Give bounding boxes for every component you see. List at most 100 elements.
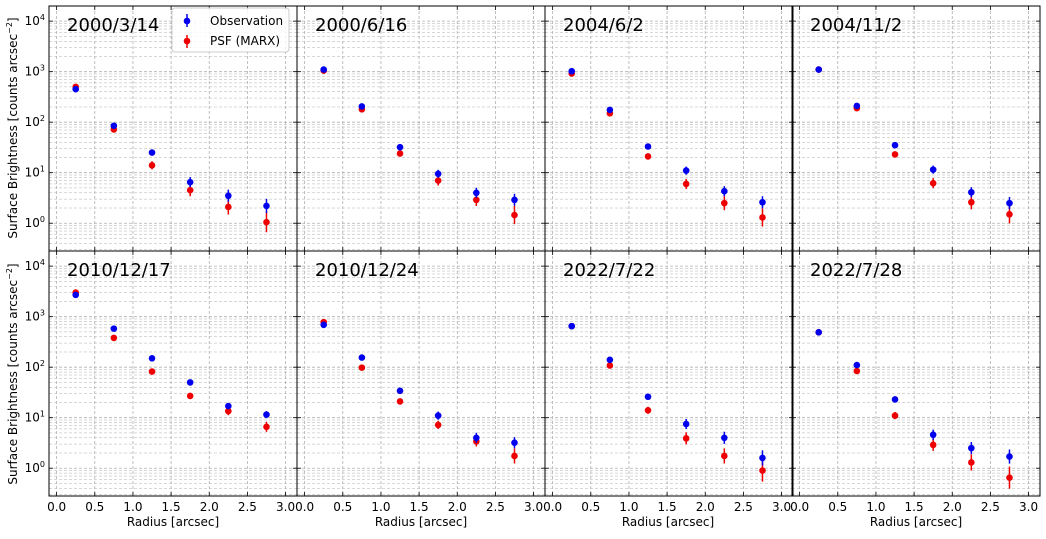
panel-8-x-tick-label: 1.0 (866, 500, 885, 514)
panel-2-psf-point (434, 177, 442, 184)
legend-psf-marker (183, 37, 191, 45)
panel-1-y-tick-label: 100 (25, 215, 45, 230)
panel-8-psf-point (968, 459, 975, 466)
panel-6-x-tick-label: 1.0 (371, 500, 390, 514)
panel-5-psf-point (186, 392, 194, 400)
panel-5-psf-point (263, 423, 270, 431)
panel-6-observation-point (358, 354, 366, 361)
panel-8-psf-point (853, 367, 861, 375)
panel-8-observation-point (968, 444, 975, 452)
panel-3-psf-point (759, 214, 766, 221)
panel-1-psf-point (263, 218, 270, 226)
panel-4-observation-point (1006, 199, 1013, 207)
panel-5-x-tick-label: 2.5 (238, 500, 257, 514)
legend-psf-label: PSF (MARX) (210, 34, 280, 48)
panel-4-observation-point (815, 66, 823, 73)
panel-2-observation-point (320, 66, 328, 73)
panel-8-psf-point (891, 412, 899, 419)
panel-3-psf-point (682, 180, 690, 188)
panel-1-observation-point (225, 192, 232, 200)
legend-observation-marker (183, 17, 191, 25)
panel-1-y-tick-label: 103 (25, 64, 45, 79)
panel-6-psf-point (511, 452, 518, 460)
panel-1-y-tick-label: 104 (25, 13, 45, 28)
panel-8-frame (791, 250, 1041, 497)
panel-6-x-tick-label: 1.5 (410, 500, 429, 514)
panel-6-x-tick-label: 2.5 (486, 500, 505, 514)
panel-3-observation-point (759, 198, 766, 206)
panel-7-psf-point (644, 407, 652, 414)
panel-4-psf-point (891, 151, 899, 158)
panel-6-x-tick-label: 0.0 (295, 500, 314, 514)
panel-8-observation-point (929, 431, 937, 439)
panel-7-x-tick-label: 2.0 (696, 500, 715, 514)
panel-7-observation-point (721, 434, 728, 442)
panel-7-x-tick-label: 2.5 (734, 500, 753, 514)
panel-5-frame (48, 250, 298, 497)
x-axis-label-1: Radius [arcsec] (127, 515, 219, 529)
panel-7-x-tick-label: 0.5 (581, 500, 600, 514)
panel-5-x-tick-label: 1.0 (123, 500, 142, 514)
panel-6-x-tick-label: 3.0 (524, 500, 543, 514)
y-axis-label-top: Surface Brightness [counts arcsec−2] (5, 17, 20, 238)
panel-5-x-tick-label: 2.0 (200, 500, 219, 514)
panel-2-psf-point (473, 196, 480, 204)
panel-4-psf-point (968, 198, 975, 206)
panel-5-y-tick-label: 101 (25, 410, 45, 425)
panel-2-frame (296, 5, 546, 252)
panel-5-psf-point (110, 334, 118, 342)
panel-7-observation-point (759, 454, 766, 462)
panel-8-psf-point (929, 441, 937, 449)
panel-7-psf-point (606, 362, 614, 369)
panel-4-observation-point (853, 102, 861, 110)
panel-2-title: 2000/6/16 (315, 15, 407, 36)
panel-8-x-tick-label: 0.5 (828, 500, 847, 514)
panel-6-observation-point (320, 321, 328, 329)
panel-5-observation-point (186, 379, 194, 386)
panel-7-x-tick-label: 1.0 (619, 500, 638, 514)
panel-6-x-tick-label: 0.5 (333, 500, 352, 514)
panel-5-observation-point (72, 291, 80, 299)
panel-3-frame (544, 5, 794, 252)
panel-7-title: 2022/7/22 (563, 260, 655, 281)
y-axis-label-bottom: Surface Brightness [counts arcsec−2] (5, 263, 20, 484)
panel-5-x-tick-label: 0.0 (47, 500, 66, 514)
panel-2-psf-point (511, 211, 518, 219)
panel-8-observation-point (853, 361, 861, 369)
panel-2-psf-point (396, 150, 404, 157)
panel-2-observation-point (358, 103, 366, 110)
panel-4-frame (791, 5, 1041, 252)
panel-6-x-tick-label: 2.0 (448, 500, 467, 514)
panel-8-x-tick-label: 0.0 (790, 500, 809, 514)
panel-1-observation-point (110, 122, 118, 130)
legend-box (171, 7, 290, 53)
panel-8-psf-point (1006, 474, 1013, 481)
panel-5-y-tick-label: 100 (25, 460, 45, 475)
panel-5-observation-point (263, 411, 270, 418)
panel-4-observation-point (929, 166, 937, 173)
panel-6-observation-point (434, 412, 442, 419)
panel-8-x-tick-label: 2.5 (981, 500, 1000, 514)
panel-5-y-tick-label: 102 (25, 359, 45, 374)
panel-5-y-tick-label: 103 (25, 309, 45, 324)
panel-5-observation-point (225, 402, 232, 410)
panel-1-observation-point (186, 178, 194, 186)
panel-8-x-tick-label: 2.0 (943, 500, 962, 514)
panel-4-title: 2004/11/2 (810, 15, 902, 36)
panel-1-y-tick-label: 101 (25, 165, 45, 180)
panel-7-x-tick-label: 1.5 (658, 500, 677, 514)
panel-7-x-tick-label: 0.0 (543, 500, 562, 514)
panel-3-psf-point (721, 199, 728, 207)
panel-1-observation-point (263, 202, 270, 210)
panel-2-observation-point (473, 189, 480, 197)
panel-1-psf-point (148, 162, 156, 169)
x-axis-label-4: Radius [arcsec] (870, 515, 962, 529)
panel-7-observation-point (606, 356, 614, 364)
panel-3-observation-point (606, 106, 614, 114)
panel-6-frame (296, 250, 546, 497)
panel-5-x-tick-label: 3.0 (276, 500, 295, 514)
panel-8-x-tick-label: 3.0 (1019, 500, 1038, 514)
x-axis-label-2: Radius [arcsec] (375, 515, 467, 529)
